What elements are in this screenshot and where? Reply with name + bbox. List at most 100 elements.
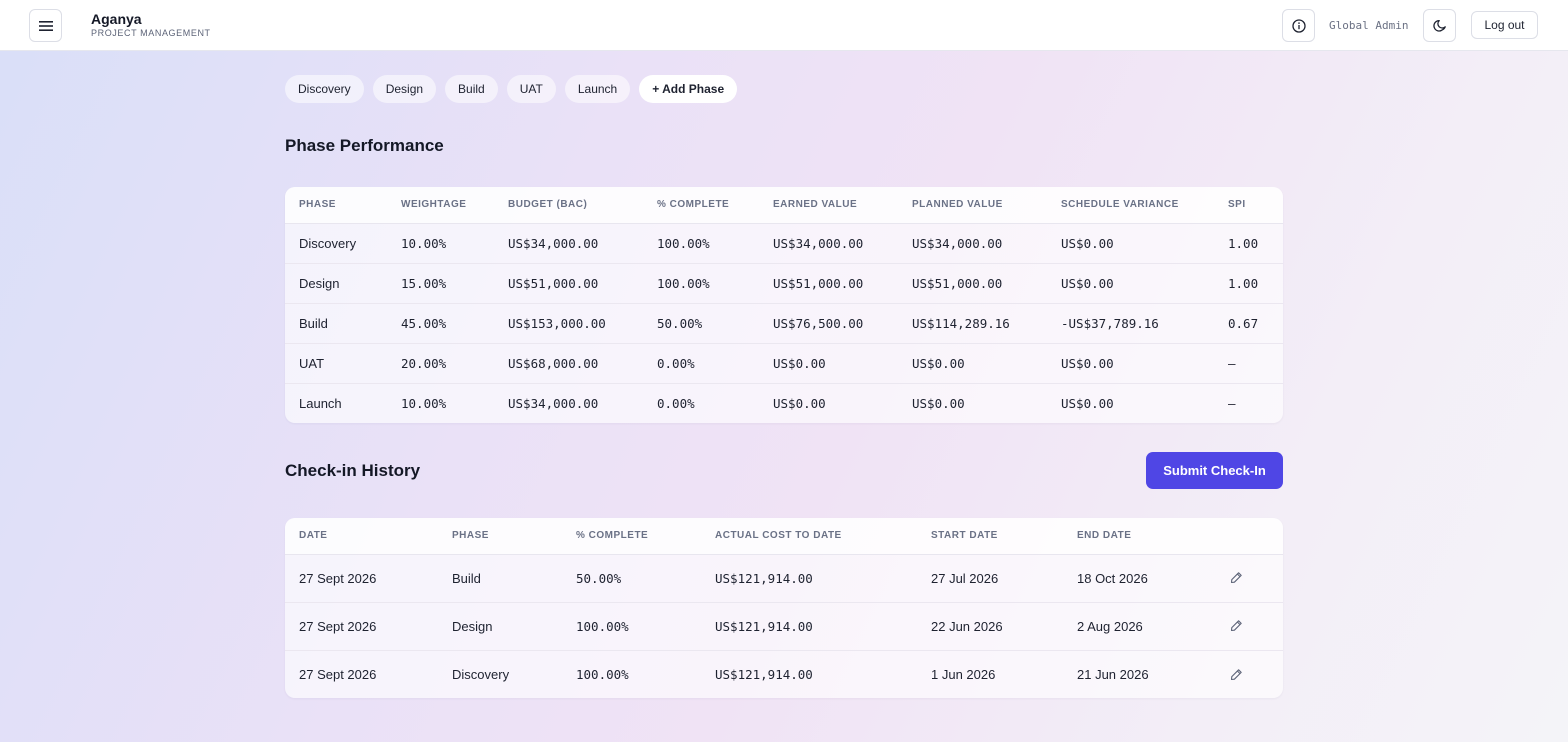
- theme-toggle-button[interactable]: [1423, 9, 1456, 42]
- menu-icon: [38, 20, 53, 31]
- actual-cost-cell: US$121,914.00: [701, 602, 917, 651]
- percent-complete-cell: 50.00%: [562, 554, 701, 603]
- checkin-history-table: DATE PHASE % COMPLETE ACTUAL COST TO DAT…: [285, 518, 1283, 698]
- edit-checkin-button[interactable]: [1227, 665, 1245, 683]
- phase-tab-build[interactable]: Build: [445, 75, 498, 103]
- spi-cell: 1.00: [1214, 223, 1283, 264]
- phase-cell: Design: [438, 602, 562, 651]
- percent-complete-cell: 100.00%: [643, 223, 759, 264]
- menu-button[interactable]: [29, 9, 62, 42]
- actions-cell: [1213, 602, 1283, 651]
- budget-cell: US$34,000.00: [508, 395, 599, 411]
- end-date-cell: 2 Aug 2026: [1063, 602, 1213, 651]
- earned-value-cell: US$0.00: [773, 395, 826, 411]
- moon-icon: [1432, 19, 1446, 32]
- percent-complete-cell: 50.00%: [643, 303, 759, 344]
- actual-cost-cell: US$121,914.00: [701, 554, 917, 603]
- budget-cell: US$34,000.00: [494, 223, 643, 264]
- table-row: Discovery 10.00% US$34,000.00 100.00% US…: [285, 223, 1283, 264]
- checkin-history-title: Check-in History: [285, 461, 421, 480]
- planned-value-cell: US$51,000.00: [898, 263, 1047, 304]
- percent-complete-cell: 100.00%: [643, 263, 759, 304]
- phase-cell: UAT: [285, 343, 387, 384]
- planned-value-cell: US$0.00: [912, 395, 965, 411]
- user-role-label: Global Admin: [1329, 19, 1409, 32]
- column-header: SCHEDULE VARIANCE: [1047, 187, 1214, 224]
- submit-checkin-button[interactable]: Submit Check-In: [1146, 452, 1283, 489]
- start-date-cell: 22 Jun 2026: [917, 602, 1063, 651]
- weightage-cell: 20.00%: [387, 343, 494, 384]
- column-header: [1213, 518, 1283, 555]
- edit-checkin-button[interactable]: [1227, 569, 1245, 587]
- earned-value-cell: US$0.00: [759, 343, 898, 384]
- weightage-cell: 45.00%: [387, 303, 494, 344]
- column-header: END DATE: [1063, 518, 1213, 555]
- table-row: Design 15.00% US$51,000.00 100.00% US$51…: [285, 263, 1283, 304]
- info-button[interactable]: [1282, 9, 1315, 42]
- phase-performance-title: Phase Performance: [285, 136, 444, 155]
- budget-cell: US$68,000.00: [494, 343, 643, 384]
- end-date-cell: 21 Jun 2026: [1077, 666, 1149, 682]
- phase-tab-design[interactable]: Design: [372, 75, 437, 103]
- edit-checkin-button[interactable]: [1227, 617, 1245, 635]
- column-header: WEIGHTAGE: [387, 187, 494, 224]
- phase-cell: Design: [285, 263, 387, 304]
- earned-value-cell: US$76,500.00: [759, 303, 898, 344]
- schedule-variance-cell: US$0.00: [1047, 343, 1214, 384]
- earned-value-cell: US$34,000.00: [759, 223, 898, 264]
- phase-cell: Launch: [299, 395, 342, 411]
- column-header: DATE: [285, 518, 438, 555]
- weightage-cell: 15.00%: [387, 263, 494, 304]
- table-header-row: DATE PHASE % COMPLETE ACTUAL COST TO DAT…: [285, 518, 1283, 555]
- column-header: SPI: [1214, 187, 1283, 224]
- column-header: START DATE: [917, 518, 1063, 555]
- phase-tab-discovery[interactable]: Discovery: [285, 75, 364, 103]
- phase-cell: Discovery: [285, 223, 387, 264]
- start-date-cell: 27 Jul 2026: [917, 554, 1063, 603]
- column-header: PHASE: [285, 187, 387, 224]
- phase-cell: Build: [438, 554, 562, 603]
- table-row: 27 Sept 2026 Build 50.00% US$121,914.00 …: [285, 554, 1283, 603]
- schedule-variance-cell: US$0.00: [1061, 395, 1114, 411]
- pencil-icon: [1230, 668, 1242, 680]
- schedule-variance-cell: US$0.00: [1047, 263, 1214, 304]
- percent-complete-cell: 100.00%: [576, 666, 629, 682]
- weightage-cell: 10.00%: [387, 223, 494, 264]
- info-icon: [1291, 18, 1306, 33]
- brand-name: Aganya: [91, 11, 142, 27]
- column-header: PHASE: [438, 518, 562, 555]
- percent-complete-cell: 0.00%: [643, 343, 759, 384]
- add-phase-button[interactable]: + Add Phase: [639, 75, 738, 103]
- top-bar: Aganya PROJECT MANAGEMENT Global Admin L…: [0, 0, 1568, 51]
- earned-value-cell: US$51,000.00: [759, 263, 898, 304]
- schedule-variance-cell: US$0.00: [1047, 223, 1214, 264]
- table-row: Build 45.00% US$153,000.00 50.00% US$76,…: [285, 303, 1283, 344]
- logout-button[interactable]: Log out: [1471, 11, 1538, 39]
- weightage-cell: 10.00%: [401, 395, 447, 411]
- date-cell: 27 Sept 2026: [285, 554, 438, 603]
- column-header: % COMPLETE: [643, 187, 759, 224]
- actual-cost-cell: US$121,914.00: [715, 666, 813, 682]
- column-header: BUDGET (BAC): [494, 187, 643, 224]
- phase-cell: Discovery: [452, 666, 510, 682]
- table-header-row: PHASE WEIGHTAGE BUDGET (BAC) % COMPLETE …: [285, 187, 1283, 224]
- date-cell: 27 Sept 2026: [299, 666, 377, 682]
- actions-cell: [1213, 554, 1283, 603]
- spi-cell: —: [1228, 395, 1236, 411]
- pencil-icon: [1230, 620, 1242, 632]
- column-header: EARNED VALUE: [759, 187, 898, 224]
- spi-cell: 0.67: [1214, 303, 1283, 344]
- schedule-variance-cell: -US$37,789.16: [1047, 303, 1214, 344]
- column-header: ACTUAL COST TO DATE: [701, 518, 917, 555]
- budget-cell: US$51,000.00: [494, 263, 643, 304]
- percent-complete-cell: 100.00%: [562, 602, 701, 651]
- planned-value-cell: US$0.00: [898, 343, 1047, 384]
- planned-value-cell: US$114,289.16: [898, 303, 1047, 344]
- phase-cell: Build: [285, 303, 387, 344]
- phase-tab-launch[interactable]: Launch: [564, 75, 631, 103]
- phase-tab-uat[interactable]: UAT: [506, 75, 556, 103]
- table-row: Launch 10.00% US$34,000.00 0.00% US$0.00…: [285, 383, 1283, 423]
- table-row: 27 Sept 2026 Design 100.00% US$121,914.0…: [285, 602, 1283, 651]
- table-row: UAT 20.00% US$68,000.00 0.00% US$0.00 US…: [285, 343, 1283, 384]
- start-date-cell: 1 Jun 2026: [931, 666, 996, 682]
